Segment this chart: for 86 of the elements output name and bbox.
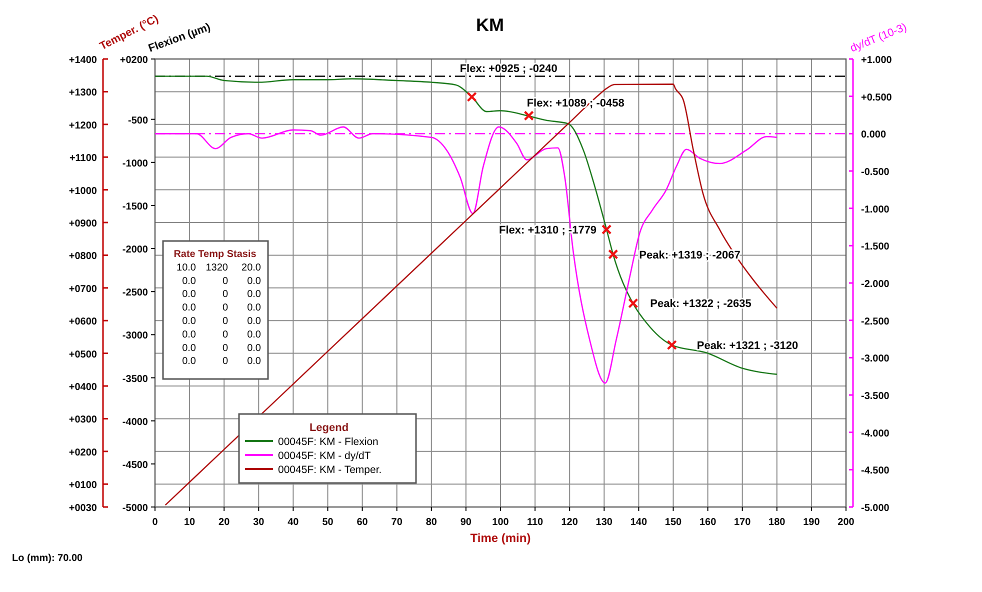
y2-tick-label: -5.000 [861,503,890,514]
text: 0.0 0 0.0 [182,356,261,368]
legend-label: 00045F: KM - dy/dT [278,450,372,462]
y3-tick-label: -5000 [122,503,148,514]
text: 0.0 0 0.0 [182,342,261,354]
y-tick-label: +0500 [68,349,98,360]
text: 0.0 0 0.0 [182,276,261,287]
y-tick-label: +1000 [68,186,98,197]
legend-title: Legend [309,422,349,434]
y3-tick-label: +0200 [120,55,148,66]
y3-tick-label: -4000 [122,416,148,428]
y3-tick-label: -1500 [122,201,148,212]
chart-title: KM [476,15,504,35]
x-tick-label: 170 [734,517,752,528]
text: 0.0 0 0.0 [182,329,261,340]
x-tick-label: 50 [322,517,334,528]
point [608,249,618,260]
y2-tick-label: 0.000 [861,130,886,141]
x-tick-label: 130 [596,517,613,528]
y2-tick-label: +0.500 [861,92,892,104]
text: 0.0 0 0.0 [182,302,261,314]
point [628,298,638,308]
x-tick-label: 120 [561,517,578,528]
x-tick-label: 150 [664,517,682,528]
y2-tick-label: -3.000 [861,354,890,365]
x-tick-label: 140 [630,517,648,528]
y3-tick-label: -4500 [122,460,148,471]
x-tick-label: 190 [803,517,820,528]
y-tick-label: +0100 [68,480,98,492]
point [466,92,477,102]
x-tick-label: 40 [288,517,300,528]
x-axis-title: Time (min) [470,531,531,545]
annotation: Peak: +1322 ; -2635 [650,298,752,310]
x-tick-label: 60 [356,517,368,528]
y2-tick-label: -1.500 [861,242,890,253]
y2-tick-label: -2.500 [861,316,890,328]
annotation: Flex: +0925 ; -0240 [460,62,558,75]
y-tick-label: +0400 [68,382,98,394]
y-tick-label: +0300 [68,414,98,426]
x-tick-label: 10 [184,517,196,528]
text: 0.0 0 0.0 [182,289,261,300]
text: Lo (mm): 70.00 [12,553,84,564]
point [666,340,677,350]
y2-tick-label: -0.500 [861,167,890,178]
y2-tick-label: -3.500 [861,391,890,402]
x-tick-label: 0 [152,517,158,528]
y-tick-label: +0900 [68,218,98,230]
annotation: Rate Temp Stasis [174,249,257,260]
y2-tick-label: -4.000 [861,428,890,440]
y-tick-label: +1300 [68,88,98,99]
x-tick-label: 110 [526,517,544,528]
y-tick-label: +0200 [68,447,98,458]
y2-tick-label: -1.000 [861,204,890,216]
text: 10.0 1320 20.0 [176,262,261,274]
x-tick-label: 100 [492,517,510,528]
y3-tick-label: -2000 [122,244,148,256]
x-tick-label: 200 [838,517,855,528]
y-tick-label: +1400 [68,55,98,66]
point [601,224,612,235]
y3-tick-label: -2500 [122,288,148,299]
annotation: Flex: +1089 ; -0458 [526,98,624,110]
x-tick-label: 70 [391,517,403,528]
y2-tick-label: -4.500 [861,466,890,477]
y2-tick-label: -2.000 [861,279,890,290]
y3-tick-label: -1000 [122,158,148,170]
y-tick-label: +0600 [68,316,98,328]
point [524,110,534,121]
x-tick-label: 80 [426,517,438,528]
y-tick-label: +1200 [68,120,98,132]
y-tick-label: +0800 [68,251,98,262]
legend-label: 00045F: KM - Flexion [278,436,379,448]
y2-tick-label: +1.000 [861,55,892,66]
y3-tick-label: -3500 [122,374,148,385]
y3-tick-label: -500 [128,115,148,126]
legend-label: 00045F: KM - Temper. [278,464,382,476]
x-tick-label: 160 [699,517,717,528]
text: 0.0 0 0.0 [182,316,261,327]
y-tick-label: +0700 [68,284,98,295]
y-tick-label: +1100 [69,153,98,164]
x-tick-label: 90 [460,517,472,528]
y-tick-label: +0030 [68,503,98,514]
x-tick-label: 30 [253,517,265,528]
y3-tick-label: -3000 [122,330,148,342]
x-tick-label: 20 [218,517,230,528]
annotation: Peak: +1321 ; -3120 [696,340,798,352]
x-tick-label: 180 [768,517,786,528]
